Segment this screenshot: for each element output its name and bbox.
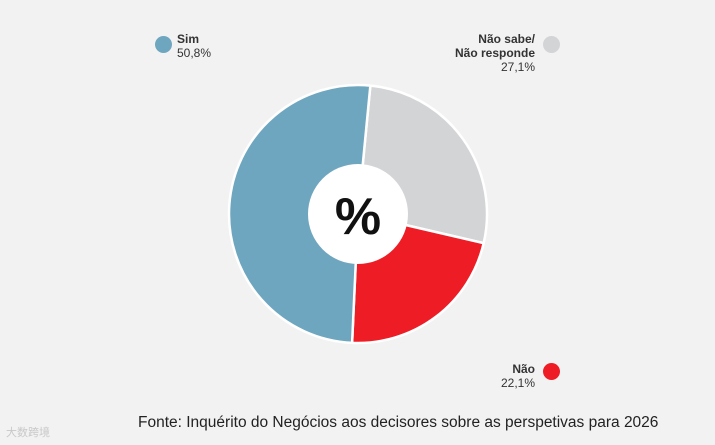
legend-name-sim: Sim: [177, 32, 200, 46]
legend-nao: Não 22,1%: [500, 362, 560, 390]
legend-name-nao-responde: Não responde: [454, 46, 535, 60]
legend-value-nao-sabe: 27,1%: [500, 60, 535, 74]
legend-value-nao: 22,1%: [500, 376, 535, 390]
legend-name-nao: Não: [512, 362, 535, 376]
legend-nao-sabe: Não sabe/ Não responde 27,1%: [454, 32, 560, 74]
watermark: 大数跨境: [6, 427, 50, 439]
center-circle: [308, 164, 408, 264]
legend-dot-sim: [155, 36, 172, 53]
legend-sim: Sim 50,8%: [155, 32, 212, 60]
legend-dot-nao-sabe: [543, 36, 560, 53]
center-label: %: [335, 188, 381, 246]
chart-source: Fonte: Inquérito do Negócios aos decisor…: [138, 414, 659, 431]
legend-name-nao-sabe: Não sabe/: [478, 32, 535, 46]
legend-value-sim: 50,8%: [177, 46, 212, 60]
legend-dot-nao: [543, 363, 560, 380]
pie-slice-sim: [227, 83, 372, 345]
